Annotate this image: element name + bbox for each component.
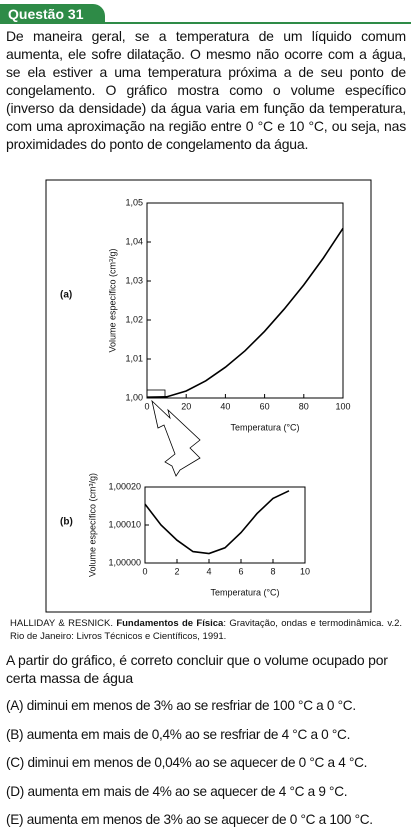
- header-rule: [0, 4, 411, 24]
- citation-author: HALLIDAY & RESNICK.: [10, 618, 113, 629]
- y-tick-label: 1,00000: [108, 557, 141, 567]
- x-tick-label: 60: [260, 401, 270, 411]
- panel-label: (a): [60, 290, 72, 301]
- y-tick-label: 1,00020: [108, 481, 141, 491]
- citation-title: Fundamentos de Física: [116, 618, 224, 629]
- x-tick-label: 80: [299, 401, 309, 411]
- x-tick-label: 20: [181, 401, 191, 411]
- y-tick-label: 1,00010: [108, 519, 141, 529]
- x-tick-label: 40: [220, 401, 230, 411]
- x-tick-label: 4: [206, 566, 211, 576]
- figure-frame: [45, 179, 372, 613]
- y-tick-label: 1,00: [125, 392, 143, 402]
- plot-frame: [144, 486, 306, 564]
- option[interactable]: (E) aumenta em menos de 3% ao se aquecer…: [6, 812, 373, 827]
- y-axis-label: Volume específico (cm³/g): [107, 248, 117, 352]
- question-stem: A partir do gráfico, é correto concluir …: [6, 652, 388, 686]
- x-tick-label: 6: [238, 566, 243, 576]
- y-axis-label: Volume específico (cm³/g): [87, 473, 97, 577]
- x-tick-label: 0: [142, 566, 147, 576]
- citation: HALLIDAY & RESNICK. Fundamentos de Físic…: [10, 617, 402, 643]
- intro-text: De maneira geral, se a temperatura de um…: [6, 28, 406, 152]
- option[interactable]: (B) aumenta em mais de 0,4% ao se resfri…: [6, 726, 351, 742]
- x-tick-label: 10: [300, 566, 310, 576]
- data-line: [144, 490, 290, 555]
- x-axis-label: Temperatura (°C): [210, 587, 279, 597]
- data-line: [146, 227, 344, 399]
- zoom-arrow: [151, 399, 201, 477]
- y-tick-label: 1,04: [125, 236, 143, 246]
- panel-label: (b): [60, 517, 73, 528]
- option[interactable]: (D) aumenta em mais de 4% ao se aquecer …: [6, 783, 348, 799]
- option[interactable]: (C) diminui em menos de 0,04% ao se aque…: [6, 755, 368, 770]
- y-tick-label: 1,05: [125, 197, 143, 207]
- question-number: Questão 31: [0, 4, 106, 24]
- x-axis-label: Temperatura (°C): [230, 422, 299, 432]
- y-tick-label: 1,03: [125, 275, 143, 285]
- x-tick-label: 0: [144, 401, 149, 411]
- citation-rest: : Gravitação, ondas e termodinâmica. v.2…: [10, 618, 403, 642]
- x-tick-label: 100: [335, 401, 350, 411]
- plot-frame: [146, 202, 344, 399]
- y-tick-label: 1,01: [125, 353, 143, 363]
- x-tick-label: 2: [174, 566, 179, 576]
- x-tick-label: 8: [270, 566, 275, 576]
- option[interactable]: (A) diminui em menos de 3% ao se resfria…: [6, 698, 356, 713]
- y-tick-label: 1,02: [125, 314, 143, 324]
